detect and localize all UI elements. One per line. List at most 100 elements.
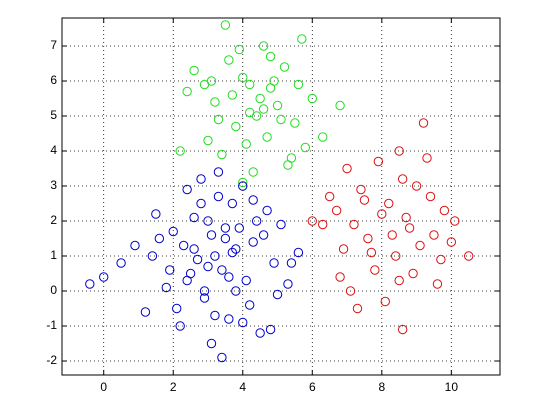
point — [248, 167, 258, 177]
point — [335, 272, 345, 282]
y-tick-label: -1 — [46, 318, 57, 332]
y-tick-label: 3 — [50, 178, 57, 192]
point — [220, 223, 231, 233]
point — [300, 142, 311, 153]
point — [415, 240, 425, 251]
point — [342, 163, 352, 174]
point — [178, 240, 189, 251]
point — [165, 265, 175, 275]
point — [196, 174, 206, 184]
point — [265, 51, 276, 62]
point — [262, 205, 272, 216]
point — [411, 181, 422, 191]
point — [206, 230, 217, 240]
point — [206, 338, 217, 349]
x-tick-label: 2 — [170, 380, 177, 394]
point — [116, 258, 126, 268]
point — [224, 55, 234, 65]
point — [279, 62, 290, 72]
point — [408, 268, 418, 279]
point — [363, 233, 373, 244]
point — [245, 107, 255, 118]
point — [203, 261, 213, 272]
point — [213, 167, 224, 177]
point — [234, 223, 244, 233]
point — [269, 258, 279, 268]
point — [265, 324, 276, 335]
point — [245, 79, 255, 90]
point — [196, 198, 206, 209]
point — [429, 230, 439, 240]
point — [248, 195, 258, 205]
point — [245, 300, 255, 310]
point — [418, 118, 429, 128]
point — [175, 146, 185, 156]
point — [370, 265, 380, 275]
point — [290, 118, 300, 128]
y-tick-label: 0 — [50, 283, 57, 297]
point — [450, 216, 460, 226]
x-tick-label: 6 — [309, 380, 316, 394]
point — [324, 191, 335, 202]
point — [189, 212, 199, 223]
point — [224, 272, 234, 282]
point — [182, 86, 192, 97]
point — [404, 223, 415, 233]
point — [231, 286, 241, 296]
point — [307, 216, 317, 226]
point — [224, 314, 234, 324]
point — [238, 177, 248, 188]
point — [151, 209, 161, 219]
point — [359, 195, 370, 205]
point — [387, 230, 397, 240]
y-tick-label: 6 — [50, 73, 57, 87]
point — [258, 230, 269, 240]
point — [338, 244, 349, 254]
point — [231, 121, 241, 132]
point — [255, 93, 265, 104]
x-tick-label: 4 — [239, 380, 246, 394]
point — [99, 272, 109, 282]
point — [286, 258, 297, 268]
point — [182, 184, 192, 195]
y-tick-label: 2 — [50, 213, 57, 227]
point — [241, 139, 251, 149]
point — [397, 174, 408, 184]
point — [227, 247, 238, 258]
point — [307, 93, 317, 104]
point — [172, 303, 182, 314]
point — [210, 310, 220, 321]
point — [276, 114, 286, 125]
point — [464, 251, 474, 261]
point — [286, 153, 297, 163]
point — [220, 20, 231, 30]
point — [210, 97, 220, 107]
point — [241, 275, 251, 286]
point — [283, 279, 293, 289]
y-tick-label: 5 — [50, 108, 57, 122]
point — [203, 135, 213, 146]
point — [377, 209, 387, 219]
point — [255, 328, 265, 338]
point — [238, 317, 248, 328]
point — [238, 72, 248, 83]
point — [140, 307, 151, 317]
plot-frame — [61, 17, 501, 376]
point — [192, 254, 203, 265]
x-tick-label: 0 — [100, 380, 107, 394]
y-tick-label: -2 — [46, 353, 57, 367]
point — [199, 286, 210, 296]
point — [182, 275, 192, 286]
point — [345, 286, 356, 296]
point — [217, 352, 227, 363]
point — [366, 247, 377, 258]
point — [130, 240, 140, 251]
point — [85, 279, 95, 289]
point — [227, 198, 238, 209]
point — [213, 114, 224, 125]
point — [380, 296, 390, 307]
point — [147, 251, 158, 261]
point — [217, 149, 227, 160]
point — [297, 34, 307, 44]
